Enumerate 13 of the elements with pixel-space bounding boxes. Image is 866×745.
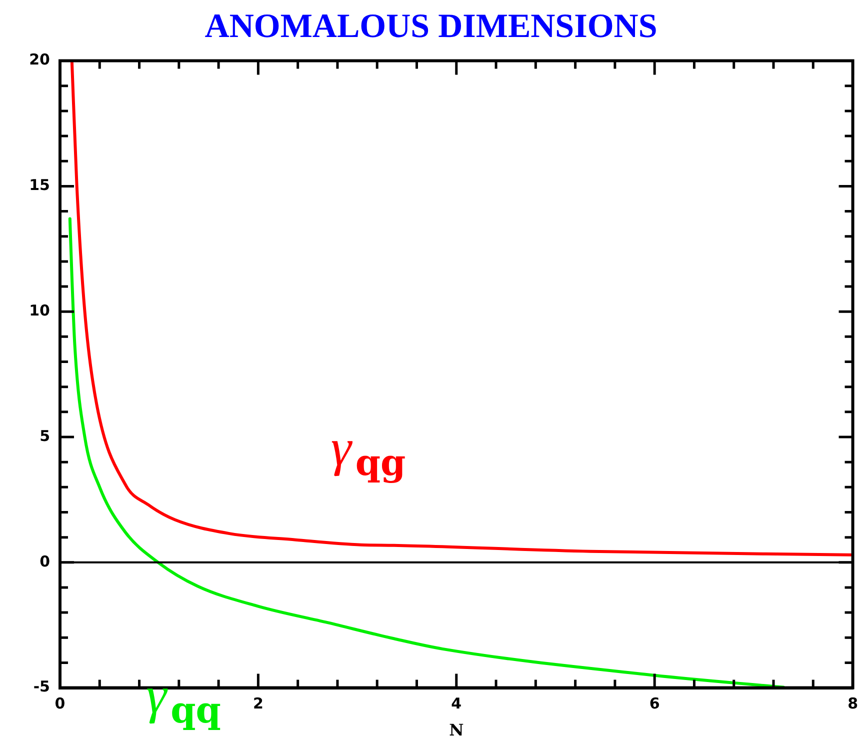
x-tick-label: 2 (252, 694, 264, 713)
y-tick-label: 15 (29, 176, 50, 194)
x-axis-title: N (449, 720, 464, 740)
y-tick-label: 20 (29, 50, 50, 69)
y-tick-label: 10 (29, 301, 50, 320)
x-tick-label: 0 (54, 694, 66, 713)
x-tick-label: 6 (649, 694, 660, 713)
y-tick-label: 0 (40, 552, 50, 570)
x-tick-label: 8 (848, 694, 858, 713)
y-tick-label: -5 (33, 678, 50, 696)
chart-title: ANOMALOUS DIMENSIONS (204, 8, 658, 46)
y-tick-label: 5 (40, 426, 50, 445)
x-tick-label: 4 (451, 694, 462, 713)
